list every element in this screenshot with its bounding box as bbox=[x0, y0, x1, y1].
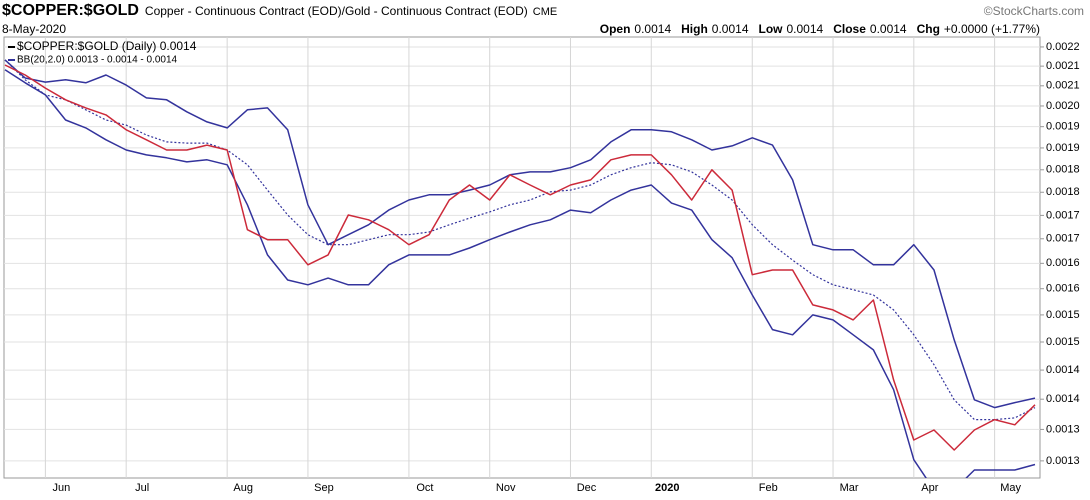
y-tick-label: 0.0020 bbox=[1046, 100, 1080, 112]
exchange: CME bbox=[532, 6, 558, 18]
quote-label: Low bbox=[758, 22, 783, 36]
x-tick-label: Feb bbox=[759, 482, 778, 494]
quote-value: 0.0014 bbox=[711, 22, 749, 36]
plot bbox=[4, 59, 1036, 478]
source: ©StockCharts.com bbox=[983, 4, 1084, 18]
y-tick-label: 0.0016 bbox=[1046, 283, 1080, 295]
y-tick-label: 0.0018 bbox=[1046, 186, 1080, 198]
quote-label: Chg bbox=[916, 22, 940, 36]
upper-band bbox=[4, 59, 1036, 409]
x-tick-label: Jun bbox=[53, 482, 71, 494]
header: $COPPER:$GOLD Copper - Continuous Contra… bbox=[0, 2, 1090, 22]
y-tick-label: 0.0017 bbox=[1046, 233, 1080, 245]
quote-row: 8-May-2020 Open 0.0014 High 0.0014 Low 0.0014… bbox=[0, 22, 1090, 37]
y-tick-label: 0.0018 bbox=[1046, 164, 1080, 176]
chart-title: $COPPER:$GOLD bbox=[2, 2, 139, 19]
y-tick-label: 0.0013 bbox=[1046, 455, 1080, 467]
x-tick-label: Apr bbox=[921, 482, 938, 494]
quote-value: +0.0000 (+1.77%) bbox=[943, 22, 1040, 36]
lower-band bbox=[4, 69, 1036, 478]
quote-label: Close bbox=[833, 22, 866, 36]
x-tick-label: May bbox=[1000, 482, 1021, 494]
y-tick-label: 0.0021 bbox=[1046, 60, 1080, 72]
y-tick-label: 0.0014 bbox=[1046, 364, 1080, 376]
y-tick-label: 0.0015 bbox=[1046, 336, 1080, 348]
x-tick-label: 2020 bbox=[655, 482, 679, 494]
y-tick-label: 0.0014 bbox=[1046, 393, 1080, 405]
x-tick-label: Nov bbox=[496, 482, 516, 494]
price-line bbox=[4, 64, 1036, 451]
x-tick-label: Dec bbox=[577, 482, 597, 494]
middle-band bbox=[4, 59, 1036, 421]
quote-value: 0.0014 bbox=[786, 22, 824, 36]
legend-label: BB(20,2.0) 0.0013 - 0.0014 - 0.0014 bbox=[17, 55, 178, 66]
plot-area bbox=[3, 36, 1041, 479]
quote-label: High bbox=[681, 22, 708, 36]
quote: Open 0.0014 High 0.0014 Low 0.0014 Close 0.0014… bbox=[594, 22, 1040, 36]
grid bbox=[4, 37, 1040, 478]
y-tick-label: 0.0022 bbox=[1046, 41, 1080, 53]
y-tick-label: 0.0015 bbox=[1046, 309, 1080, 321]
x-tick-label: Sep bbox=[314, 482, 334, 494]
y-tick-label: 0.0019 bbox=[1046, 121, 1080, 133]
y-tick-label: 0.0017 bbox=[1046, 209, 1080, 221]
quote-label: Open bbox=[599, 22, 631, 36]
x-tick-label: Jul bbox=[135, 482, 149, 494]
y-tick-label: 0.0021 bbox=[1046, 80, 1080, 92]
x-tick-label: Mar bbox=[840, 482, 859, 494]
y-tick-label: 0.0016 bbox=[1046, 257, 1080, 269]
chart-subtitle: Copper - Continuous Contract (EOD)/Gold … bbox=[144, 4, 528, 18]
quote-value: 0.0014 bbox=[634, 22, 672, 36]
y-tick-label: 0.0019 bbox=[1046, 142, 1080, 154]
x-tick-label: Oct bbox=[416, 482, 433, 494]
quote-value: 0.0014 bbox=[869, 22, 907, 36]
x-tick-label: Aug bbox=[233, 482, 253, 494]
y-tick-label: 0.0013 bbox=[1046, 423, 1080, 435]
axes: 0.0022 0.0021 0.0021 0.0020 0.0019 0.0019 0.00… bbox=[8, 39, 1080, 494]
legend-label: $COPPER:$GOLD (Daily) 0.0014 bbox=[17, 39, 197, 53]
date: 8-May-2020 bbox=[2, 22, 67, 36]
